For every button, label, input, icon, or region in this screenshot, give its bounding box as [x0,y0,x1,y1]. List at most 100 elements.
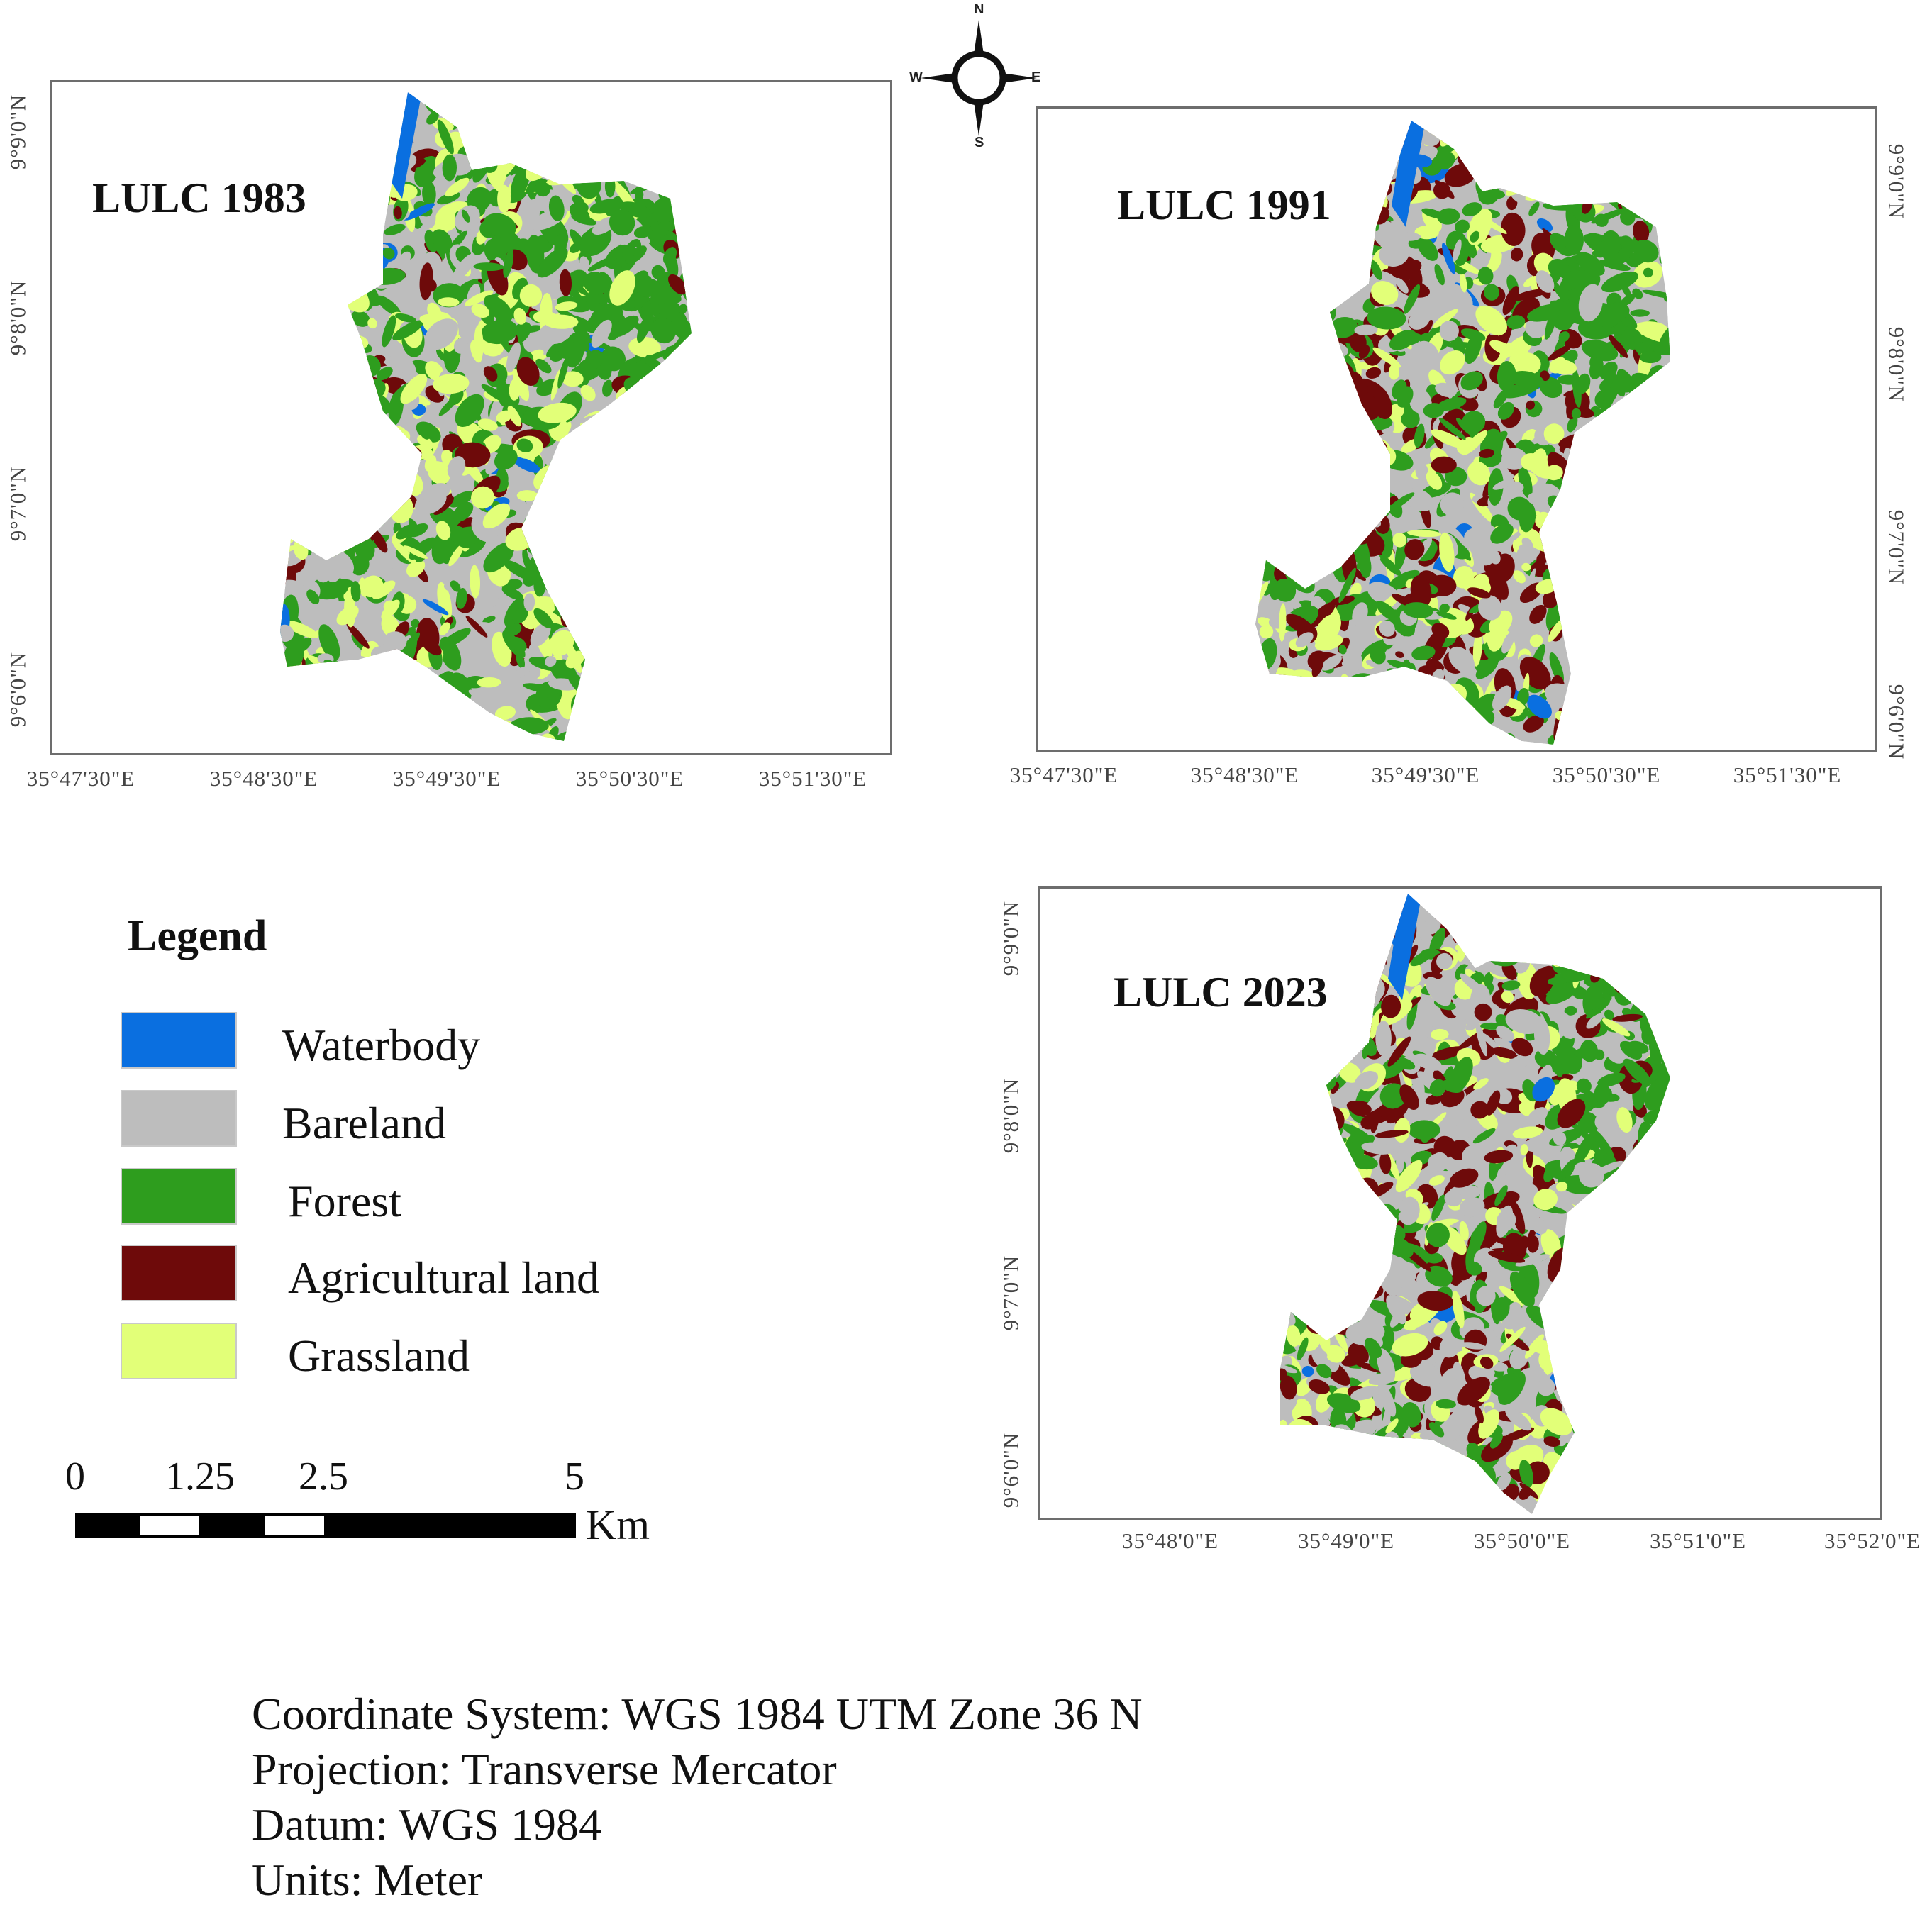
land-cover-patch [1350,1489,1359,1499]
land-cover-patch [598,486,625,505]
land-cover-patch [582,451,590,478]
land-cover-patch [1421,208,1444,218]
land-cover-patch [1443,1494,1470,1514]
land-cover-patch [1512,540,1519,553]
land-cover-patch [1655,1312,1670,1333]
land-cover-patch [531,514,545,534]
land-cover-patch [1601,1342,1615,1357]
land-cover-patch [294,113,319,130]
land-cover-patch [642,522,670,545]
land-cover-patch [290,411,299,422]
land-cover-patch [641,623,663,633]
land-cover-patch [1284,1108,1304,1128]
land-cover-patch [1298,1079,1317,1099]
land-cover-patch [362,511,384,522]
land-cover-patch [1317,1352,1328,1360]
land-cover-patch [1497,1472,1511,1491]
land-cover-patch [1301,1289,1328,1306]
land-cover-patch [411,618,420,628]
land-cover-patch [1659,980,1670,996]
land-cover-patch [1562,172,1590,201]
land-cover-patch [1287,140,1304,158]
land-cover-patch [1316,1038,1332,1054]
land-cover-patch [1309,690,1337,714]
land-cover-patch [1470,230,1480,243]
land-cover-patch [1340,1303,1359,1318]
land-cover-patch [519,284,543,307]
land-cover-patch [1374,134,1394,162]
land-cover-patch [1255,260,1272,276]
land-cover-patch [287,378,304,396]
land-cover-patch [1574,1047,1599,1059]
land-cover-patch [1440,1079,1463,1094]
land-cover-patch [1540,1408,1573,1436]
land-cover-patch [1280,1106,1292,1143]
land-cover-patch [1654,1233,1670,1250]
land-cover-patch [1415,462,1428,481]
land-cover-patch [667,600,687,630]
land-cover-patch [1499,167,1522,183]
land-cover-patch [655,553,674,569]
land-cover-patch [1583,121,1609,135]
land-cover-patch [1538,1500,1574,1510]
land-cover-patch [1502,286,1519,316]
land-cover-patch [1648,719,1658,729]
land-cover-patch [641,165,663,174]
land-cover-patch [1496,144,1506,155]
land-cover-patch [1618,557,1638,587]
land-cover-patch [1345,1484,1366,1503]
land-cover-patch [1570,445,1604,464]
land-cover-patch [652,135,664,156]
x-tick-label: 35°49'30"E [392,766,501,791]
land-cover-patch [1255,279,1277,301]
land-cover-patch [297,221,317,256]
land-cover-patch [1548,977,1566,986]
land-cover-patch [1284,445,1311,477]
land-cover-patch [1612,1327,1635,1343]
land-cover-patch [328,155,343,172]
land-cover-patch [675,335,688,348]
land-cover-patch [671,123,692,160]
land-cover-patch [667,167,689,198]
land-cover-patch [350,443,383,460]
land-cover-patch [322,111,335,119]
land-cover-patch [419,262,433,301]
land-cover-patch [592,469,615,491]
land-cover-patch [1309,718,1336,728]
land-cover-patch [1337,188,1363,221]
land-cover-patch [631,704,661,733]
land-cover-patch [1628,1283,1651,1306]
land-cover-patch [530,140,547,159]
land-cover-patch [1475,1020,1487,1057]
land-cover-patch [1589,617,1622,643]
land-cover-patch [1596,464,1621,476]
land-cover-patch [1614,1247,1637,1265]
land-cover-patch [494,110,516,133]
land-cover-patch [1429,928,1446,955]
land-cover-patch [631,111,657,133]
land-cover-patch [663,478,685,489]
land-cover-patch [1558,1159,1577,1186]
land-cover-patch [1524,1334,1544,1359]
land-cover-patch [1612,1013,1643,1022]
land-cover-patch [614,688,639,713]
land-cover-patch [1315,243,1333,279]
land-cover-patch [1255,152,1287,161]
land-cover-patch [1489,430,1508,448]
land-cover-patch [483,366,498,382]
land-cover-patch [1282,401,1304,428]
land-cover-patch [1285,257,1304,268]
land-cover-patch [1592,729,1628,745]
land-cover-patch [1305,1301,1314,1328]
land-cover-patch [1643,574,1670,582]
land-cover-patch [579,256,590,271]
land-cover-patch [1433,182,1451,199]
land-cover-patch [512,369,530,401]
land-cover-patch [545,159,561,174]
land-cover-patch [1331,595,1355,606]
land-cover-patch [1280,916,1296,940]
land-cover-patch [295,699,329,729]
land-cover-patch [1389,366,1399,380]
land-cover-patch [1265,510,1286,532]
land-cover-patch [682,648,692,674]
